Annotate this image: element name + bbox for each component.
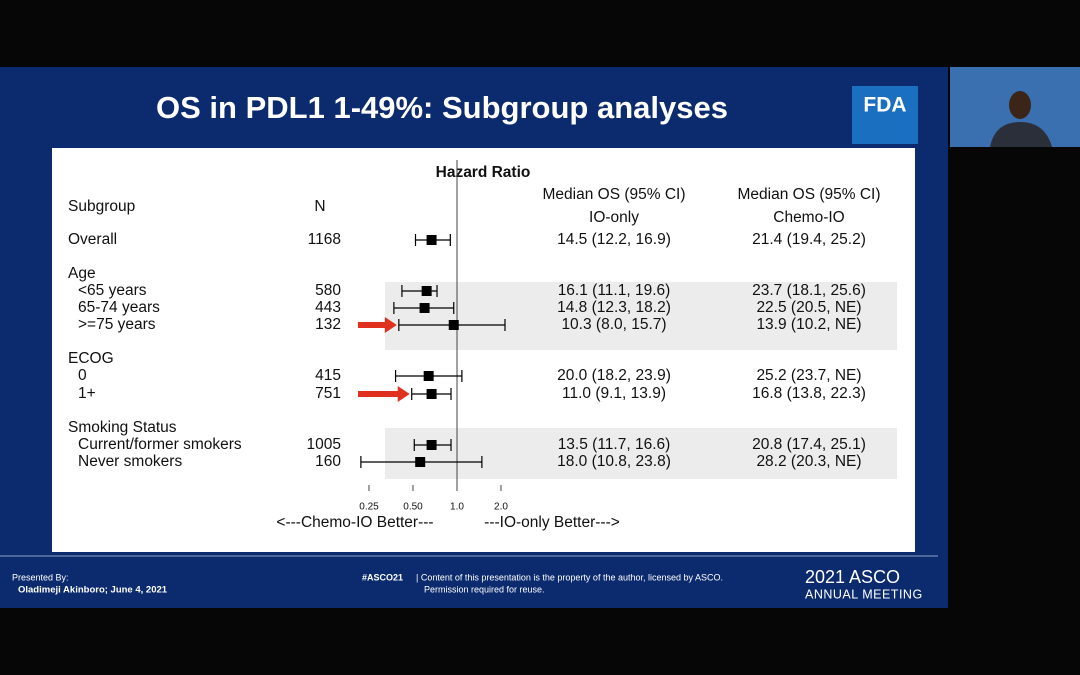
column-header: Median OS (95% CI) bbox=[543, 186, 686, 203]
chemo-io-cell: 22.5 (20.5, NE) bbox=[756, 299, 861, 316]
row-label: <65 years bbox=[78, 282, 147, 299]
io-only-cell: 11.0 (9.1, 13.9) bbox=[562, 385, 666, 402]
io-only-cell: 14.8 (12.3, 18.2) bbox=[557, 299, 671, 316]
footer-brand: ANNUAL MEETING bbox=[805, 587, 923, 601]
hr-marker bbox=[419, 303, 430, 313]
row-label: >=75 years bbox=[78, 316, 156, 333]
row-label: 65-74 years bbox=[78, 299, 160, 316]
fda-logo-text: FDA bbox=[863, 94, 906, 117]
chemo-io-cell: 20.8 (17.4, 25.1) bbox=[752, 436, 866, 453]
footer-text: Permission required for reuse. bbox=[424, 584, 545, 594]
row-label: Never smokers bbox=[78, 453, 182, 470]
footer-text: | Content of this presentation is the pr… bbox=[416, 572, 723, 582]
row-label: 0 bbox=[78, 367, 87, 384]
forest-title: Hazard Ratio bbox=[436, 164, 531, 181]
x-label-right: ---IO-only Better---> bbox=[484, 514, 620, 531]
footer-text: Presented By: bbox=[12, 572, 69, 582]
group-label: Smoking Status bbox=[68, 419, 177, 436]
group-label: ECOG bbox=[68, 350, 114, 367]
chemo-io-cell: 23.7 (18.1, 25.6) bbox=[752, 282, 866, 299]
hr-marker bbox=[415, 457, 426, 467]
io-only-cell: 13.5 (11.7, 16.6) bbox=[558, 436, 671, 453]
webcam-person-body bbox=[990, 122, 1052, 147]
n-cell: 751 bbox=[315, 385, 341, 402]
hr-marker bbox=[426, 389, 437, 399]
n-cell: 160 bbox=[315, 453, 341, 470]
hr-marker bbox=[421, 286, 432, 296]
hr-marker bbox=[448, 320, 459, 330]
io-only-cell: 18.0 (10.8, 23.8) bbox=[557, 453, 671, 470]
io-only-cell: 20.0 (18.2, 23.9) bbox=[557, 367, 671, 384]
row-label: 1+ bbox=[78, 385, 96, 402]
n-cell: 580 bbox=[315, 282, 341, 299]
x-tick-label: 0.25 bbox=[359, 502, 379, 513]
webcam-person-head bbox=[1009, 91, 1031, 119]
slide-title: OS in PDL1 1-49%: Subgroup analyses bbox=[156, 90, 728, 125]
column-header: Subgroup bbox=[68, 198, 135, 215]
io-only-cell: 10.3 (8.0, 15.7) bbox=[561, 316, 666, 333]
chemo-io-cell: 13.9 (10.2, NE) bbox=[756, 316, 861, 333]
n-cell: 415 bbox=[315, 367, 341, 384]
x-tick-label: 2.0 bbox=[494, 502, 508, 513]
x-tick-label: 0.50 bbox=[403, 502, 423, 513]
row-label: Overall bbox=[68, 231, 117, 248]
chemo-io-cell: 28.2 (20.3, NE) bbox=[756, 453, 861, 470]
hr-marker bbox=[426, 235, 437, 245]
highlight-arrow bbox=[358, 386, 410, 402]
hr-marker bbox=[426, 440, 437, 450]
group-label: Age bbox=[68, 265, 96, 282]
column-header: Chemo-IO bbox=[773, 209, 845, 226]
x-tick-label: 1.0 bbox=[450, 502, 464, 513]
n-cell: 1005 bbox=[307, 436, 341, 453]
n-cell: 1168 bbox=[308, 231, 341, 248]
column-header: Median OS (95% CI) bbox=[738, 186, 881, 203]
hr-marker bbox=[423, 371, 434, 381]
chemo-io-cell: 21.4 (19.4, 25.2) bbox=[752, 231, 866, 248]
io-only-cell: 16.1 (11.1, 19.6) bbox=[558, 282, 671, 299]
footer-text: #ASCO21 bbox=[362, 572, 403, 582]
chemo-io-cell: 25.2 (23.7, NE) bbox=[756, 367, 861, 384]
highlight-arrow bbox=[358, 317, 397, 333]
chemo-io-cell: 16.8 (13.8, 22.3) bbox=[752, 385, 866, 402]
row-shading bbox=[385, 282, 897, 350]
n-cell: 443 bbox=[315, 299, 341, 316]
row-label: Current/former smokers bbox=[78, 436, 242, 453]
column-header: IO-only bbox=[589, 209, 639, 226]
footer-brand: 2021 ASCO bbox=[805, 567, 900, 587]
io-only-cell: 14.5 (12.2, 16.9) bbox=[557, 231, 671, 248]
x-label-left: <---Chemo-IO Better--- bbox=[276, 514, 433, 531]
fda-logo bbox=[852, 86, 918, 144]
footer-text: Oladimeji Akinboro; June 4, 2021 bbox=[18, 585, 168, 596]
column-header: N bbox=[314, 198, 325, 215]
n-cell: 132 bbox=[315, 316, 341, 333]
row-shading bbox=[385, 428, 897, 479]
